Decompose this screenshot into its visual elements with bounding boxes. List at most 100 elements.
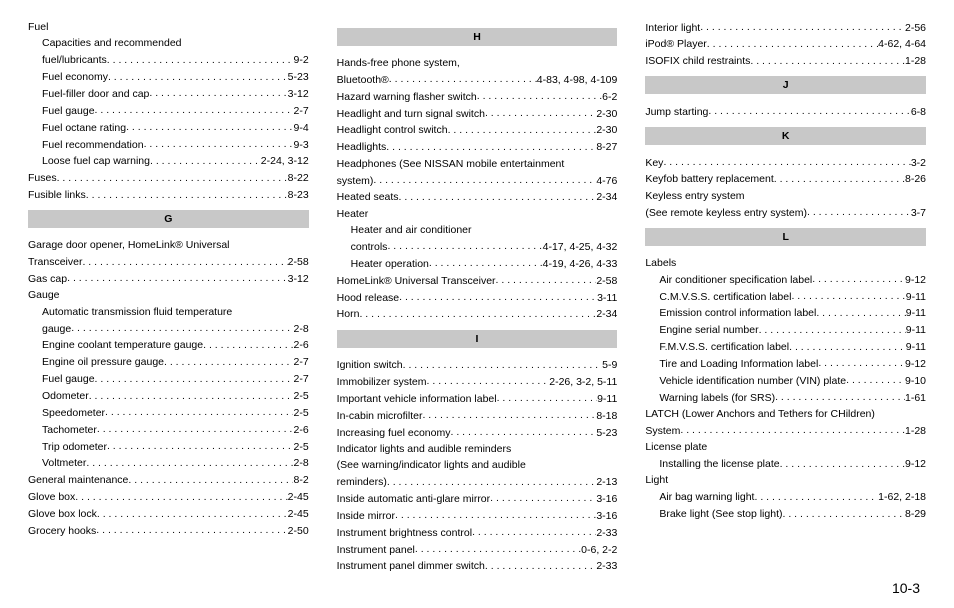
index-entry-label: Bluetooth® [337, 73, 389, 87]
index-line: Garage door opener, HomeLink® Universal [28, 238, 309, 252]
index-entry-label: Jump starting [645, 105, 708, 119]
index-entry: In-cabin microfilter8-18 [337, 408, 618, 423]
leader-dots [108, 70, 288, 81]
leader-dots [707, 37, 878, 48]
leader-dots [150, 154, 261, 165]
index-entry: Vehicle identification number (VIN) plat… [645, 373, 926, 388]
index-entry-page: 9-11 [597, 392, 617, 406]
index-entry-label: Air conditioner specification label [659, 273, 812, 287]
leader-dots [67, 271, 288, 282]
index-entry-label: ISOFIX child restraints [645, 54, 750, 68]
index-entry-page: 2-33 [596, 559, 617, 573]
index-entry: Installing the license plate9-12 [645, 457, 926, 472]
index-entry-label: system) [337, 174, 374, 188]
leader-dots [387, 239, 542, 250]
leader-dots [818, 356, 905, 367]
leader-dots [680, 423, 905, 434]
index-entry-label: C.M.V.S.S. certification label [659, 290, 791, 304]
index-line: Headphones (See NISSAN mobile entertainm… [337, 157, 618, 171]
index-entry-page: 6-8 [911, 105, 926, 119]
leader-dots [387, 475, 596, 486]
index-entry-page: 2-30 [596, 107, 617, 121]
leader-dots [754, 490, 878, 501]
index-entry-label: Instrument panel dimmer switch [337, 559, 485, 573]
index-line: Heater [337, 207, 618, 221]
index-entry-label: Horn [337, 307, 360, 321]
leader-dots [105, 405, 293, 416]
index-entry: Fuses8-22 [28, 171, 309, 186]
index-entry: Fuel gauge2-7 [28, 372, 309, 387]
index-entry-page: 2-58 [288, 255, 309, 269]
column-3: Interior light2-56iPod® Player4-62, 4-64… [645, 20, 926, 580]
index-entry: Engine serial number9-11 [645, 323, 926, 338]
leader-dots [812, 272, 905, 283]
index-entry-page: 1-28 [905, 54, 926, 68]
index-entry-label: Fusible links [28, 188, 86, 202]
index-entry: Fuel economy5-23 [28, 70, 309, 85]
index-entry: Fusible links 8-23 [28, 188, 309, 203]
index-entry-label: Fuel-filler door and cap [42, 87, 149, 101]
index-entry: Jump starting 6-8 [645, 104, 926, 119]
index-entry-label: Instrument brightness control [337, 526, 472, 540]
index-line: Keyless entry system [645, 189, 926, 203]
index-entry-page: 5-9 [602, 358, 617, 372]
leader-dots [149, 86, 287, 97]
index-entry-label: F.M.V.S.S. certification label [659, 340, 789, 354]
index-entry-page: 8-29 [905, 507, 926, 521]
index-entry-label: Tire and Loading Information label [659, 357, 818, 371]
index-entry-page: 2-45 [288, 507, 309, 521]
index-entry-label: Transceiver [28, 255, 82, 269]
index-entry-label: General maintenance [28, 473, 128, 487]
index-entry: Air conditioner specification label9-12 [645, 272, 926, 287]
index-entry: Horn2-34 [337, 307, 618, 322]
leader-dots [807, 205, 911, 216]
index-entry-page: 2-7 [293, 355, 308, 369]
leader-dots [164, 355, 293, 366]
index-entry-page: 2-24, 3-12 [261, 154, 309, 168]
index-entry-page: 4-76 [596, 174, 617, 188]
index-entry: Heater operation4-19, 4-26, 4-33 [337, 256, 618, 271]
leader-dots [774, 172, 905, 183]
index-entry: Headlights8-27 [337, 140, 618, 155]
index-entry-label: Headlight and turn signal switch [337, 107, 485, 121]
index-entry-page: 2-7 [293, 372, 308, 386]
index-entry: Instrument panel0-6, 2-2 [337, 542, 618, 557]
index-columns: FuelCapacities and recommendedfuel/lubri… [28, 20, 926, 580]
index-entry-label: Air bag warning light [659, 490, 754, 504]
section-header: G [28, 210, 309, 228]
leader-dots [422, 408, 596, 419]
index-entry-label: HomeLink® Universal Transceiver [337, 274, 496, 288]
index-line: License plate [645, 440, 926, 454]
index-entry-page: 4-19, 4-26, 4-33 [543, 257, 618, 271]
index-entry-label: Key [645, 156, 663, 170]
index-entry-page: 8-23 [288, 188, 309, 202]
index-entry: Trip odometer2-5 [28, 439, 309, 454]
leader-dots [789, 340, 906, 351]
index-entry: system) 4-76 [337, 173, 618, 188]
index-entry-label: Keyfob battery replacement [645, 172, 773, 186]
column-2: HHands-free phone system,Bluetooth®4-83,… [337, 20, 618, 580]
index-entry: Inside automatic anti-glare mirror3-16 [337, 491, 618, 506]
column-1: FuelCapacities and recommendedfuel/lubri… [28, 20, 309, 580]
page-number: 10-3 [892, 580, 920, 596]
index-entry: Tire and Loading Information label9-12 [645, 356, 926, 371]
index-entry: fuel/lubricants9-2 [28, 53, 309, 68]
leader-dots [427, 374, 550, 385]
index-entry-label: Fuel octane rating [42, 121, 126, 135]
index-entry-page: 3-11 [597, 291, 617, 305]
index-entry-page: 5-23 [288, 70, 309, 84]
leader-dots [82, 255, 287, 266]
index-entry-page: 2-45 [288, 490, 309, 504]
leader-dots [97, 422, 294, 433]
index-entry-page: 3-7 [911, 206, 926, 220]
index-entry: Headlight and turn signal switch 2-30 [337, 106, 618, 121]
index-entry-page: 2-50 [288, 524, 309, 538]
index-entry-page: 2-26, 3-2, 5-11 [549, 375, 617, 389]
index-entry: controls4-17, 4-25, 4-32 [337, 239, 618, 254]
index-line: Labels [645, 256, 926, 270]
index-entry: Keyfob battery replacement8-26 [645, 172, 926, 187]
leader-dots [775, 390, 905, 401]
index-entry: Odometer2-5 [28, 389, 309, 404]
index-entry-page: 3-16 [596, 509, 617, 523]
leader-dots [95, 103, 294, 114]
